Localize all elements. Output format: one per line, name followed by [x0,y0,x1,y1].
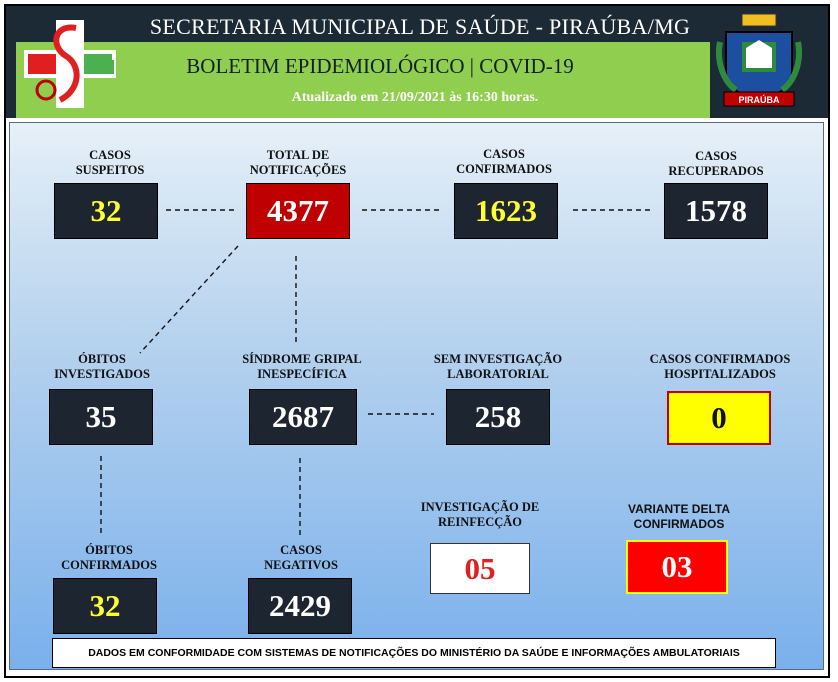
label-recovered-cases: CASOS RECUPERADOS [668,149,764,178]
header-green-band [16,42,710,118]
value-deaths-investigated: 35 [49,389,153,445]
bulletin-subtitle: BOLETIM EPIDEMIOLÓGICO | COVID-19 [186,54,574,78]
label-deaths-investigated: ÓBITOS INVESTIGADOS [54,352,150,381]
data-source-footer: DADOS EM CONFORMIDADE COM SISTEMAS DE NO… [52,638,776,668]
value-flu-syndrome: 2687 [249,389,357,445]
label-flu-syndrome: SÍNDROME GRIPAL INESPECÍFICA [242,352,362,381]
page-title: SECRETARIA MUNICIPAL DE SAÚDE - PIRAÚBA/… [149,14,691,39]
label-deaths-confirmed: ÓBITOS CONFIRMADOS [61,543,157,572]
value-no-lab-investigation: 258 [446,389,550,445]
bulletin-frame [4,4,830,678]
value-delta-variant: 03 [626,540,728,594]
value-negative-cases: 2429 [248,578,352,634]
city-crest-logo: PIRAÚBA [716,12,802,108]
value-suspected-cases: 32 [54,183,158,239]
label-confirmed-cases: CASOS CONFIRMADOS [456,147,552,176]
crest-label: PIRAÚBA [738,94,780,105]
value-confirmed-cases: 1623 [454,183,558,239]
value-hospitalized: 0 [667,391,771,445]
label-negative-cases: CASOS NEGATIVOS [264,543,338,572]
label-delta-variant: VARIANTE DELTA CONFIRMADOS [628,502,730,531]
label-total-notifications: TOTAL DE NOTIFICAÇÕES [249,148,347,177]
label-reinfection: INVESTIGAÇÃO DE REINFECÇÃO [420,500,540,529]
value-deaths-confirmed: 32 [53,578,157,634]
value-recovered-cases: 1578 [664,183,768,239]
label-hospitalized: CASOS CONFIRMADOS HOSPITALIZADOS [649,352,791,381]
health-secretariat-logo [24,20,116,108]
label-suspected-cases: CASOS SUSPEITOS [75,148,145,177]
label-no-lab-investigation: SEM INVESTIGAÇÃO LABORATORIAL [433,352,563,381]
value-total-notifications: 4377 [246,183,350,239]
updated-timestamp: Atualizado em 21/09/2021 às 16:30 horas. [291,90,539,105]
value-reinfection: 05 [430,543,530,594]
